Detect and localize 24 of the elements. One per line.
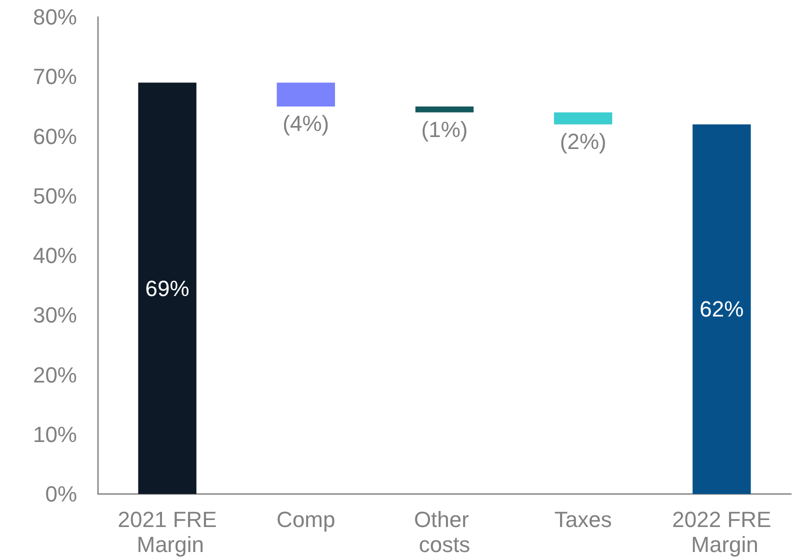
data-label: (2%) <box>560 128 606 154</box>
bar <box>692 124 751 494</box>
data-label: 69% <box>145 276 190 301</box>
data-label: (4%) <box>282 110 330 136</box>
data-label: (1%) <box>421 116 468 142</box>
y-tick-label: 10% <box>32 422 77 447</box>
x-tick-label: Taxes <box>554 507 612 532</box>
y-tick-label: 0% <box>45 482 77 506</box>
bar <box>554 112 612 124</box>
y-tick-label: 60% <box>32 124 77 149</box>
x-tick-label: Comp <box>276 507 336 532</box>
x-tick-label: 2022 FRE Margin <box>672 507 772 557</box>
y-tick-label: 30% <box>32 302 77 328</box>
bar <box>138 82 196 494</box>
y-tick-label: 70% <box>32 64 77 90</box>
y-tick-label: 40% <box>32 243 77 268</box>
y-tick-label: 50% <box>32 183 77 208</box>
bar <box>276 82 336 106</box>
x-tick-label: 2021 FRE Margin <box>118 507 217 557</box>
data-label: 62% <box>700 296 744 322</box>
y-tick-label: 20% <box>32 362 77 388</box>
x-tick-label: Other costs <box>414 507 476 557</box>
bar <box>415 106 474 112</box>
y-tick-label: 80% <box>32 4 77 30</box>
